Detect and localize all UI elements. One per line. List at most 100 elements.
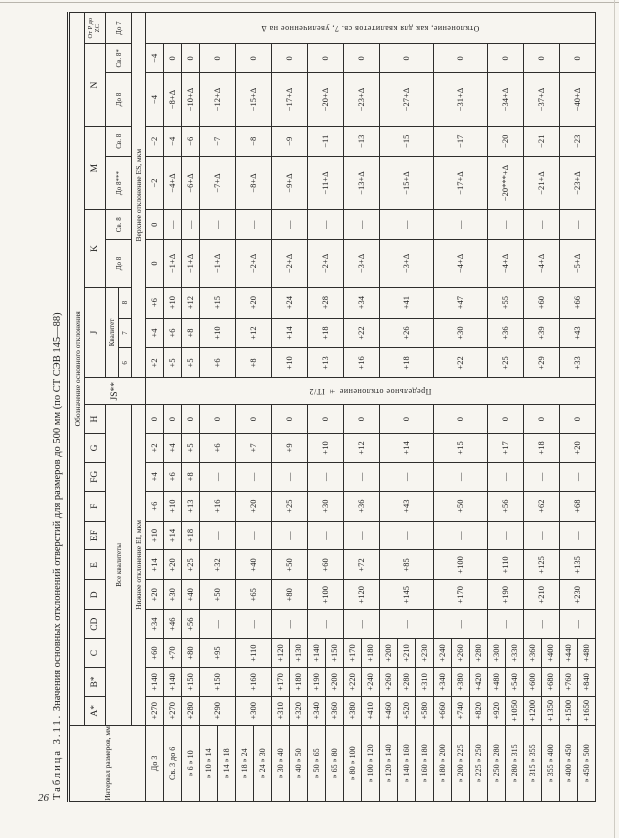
cell-k_sv8: — <box>199 209 236 240</box>
cell-h: 0 <box>379 404 434 434</box>
interval-cell: » 100 » 120 <box>361 725 380 802</box>
cell-k_do8: −2+Δ <box>271 239 308 288</box>
cell-n_sv8: 0 <box>523 43 560 73</box>
scan-edge <box>614 0 615 838</box>
table-body: До 3 +270 +140 +60 +34 +20 +14 +10 +6 +4 +2 0 Предел… <box>145 12 596 802</box>
cell-fg: — <box>523 462 560 492</box>
header-interval: Интервал размеров, мм <box>68 725 146 802</box>
cell-b: +160 <box>235 667 272 697</box>
cell-j7: +12 <box>235 318 272 348</box>
header-letter-ef: EF <box>84 521 106 550</box>
cell-h: 0 <box>199 404 236 434</box>
cell-j6: +8 <box>235 347 272 378</box>
cell-e: +135 <box>559 549 596 580</box>
cell-m_sv8: −23 <box>559 126 596 157</box>
cell-fg: — <box>271 462 308 492</box>
cell-h: 0 <box>343 404 380 434</box>
header-designation: Обозначение основного отклонения <box>68 12 85 726</box>
header-letter-b: B* <box>84 667 106 697</box>
cell-n_do8: −37+Δ <box>523 72 560 127</box>
table-row: До 3 +270 +140 +60 +34 +20 +14 +10 +6 +4 +2 0 Предел… <box>145 12 596 802</box>
cell-c: +360 <box>523 638 542 668</box>
cell-k_sv8: — <box>163 209 182 240</box>
cell-ef: — <box>307 521 344 550</box>
cell-g: +9 <box>271 433 308 463</box>
cell-m_sv8: −13 <box>343 126 380 157</box>
cell-d: +120 <box>343 579 380 610</box>
cell-m_do8: −9+Δ <box>271 156 308 210</box>
cell-g: +20 <box>559 433 596 463</box>
cell-a: +460 <box>379 696 398 726</box>
cell-d: +20 <box>145 579 164 610</box>
cell-f: +68 <box>559 491 596 522</box>
cell-d: +80 <box>271 579 308 610</box>
cell-c: +140 <box>307 638 326 668</box>
cell-m_do8: −13+Δ <box>343 156 380 210</box>
header-letter-e: E <box>84 549 106 580</box>
interval-cell: Св. 3 до 6 <box>163 725 182 802</box>
cell-n_do8: −15+Δ <box>235 72 272 127</box>
cell-j8: +60 <box>523 287 560 319</box>
cell-fg: — <box>343 462 380 492</box>
cell-k_sv8: — <box>523 209 560 240</box>
cell-b: +480 <box>487 667 506 697</box>
cell-d: +50 <box>199 579 236 610</box>
cell-a: +310 <box>271 696 290 726</box>
cell-fg: — <box>433 462 488 492</box>
pzc-note-text: Отклонение, как для квалитетов св. 7, ув… <box>261 24 480 34</box>
cell-n_sv8: −4 <box>145 43 164 73</box>
cell-b: +540 <box>505 667 524 697</box>
cell-j6: +22 <box>433 347 488 378</box>
table-row: » 18 » 24 +300 +160 +110— +65 +40— +20— +7 0 +8 +1… <box>235 13 272 802</box>
cell-fg: +8 <box>181 462 200 492</box>
cell-j8: +15 <box>199 287 236 319</box>
header-pzc-do7: До 7 <box>105 12 132 44</box>
cell-h: 0 <box>523 404 560 434</box>
cell-b: +380 <box>451 667 470 697</box>
cell-c: +400 <box>541 638 560 668</box>
cell-b: +310 <box>415 667 434 697</box>
cell-g: +15 <box>433 433 488 463</box>
cell-h: 0 <box>271 404 308 434</box>
cell-d: +100 <box>307 579 344 610</box>
cell-a: +740 <box>451 696 470 726</box>
interval-cell: » 280 » 315 <box>505 725 524 802</box>
cell-n_sv8: 0 <box>271 43 308 73</box>
cell-a: +1050 <box>505 696 524 726</box>
header-all-grades: Все квалитеты <box>105 404 132 726</box>
cell-d: +40 <box>181 579 200 610</box>
cell-g: +5 <box>181 433 200 463</box>
cell-c: +70 <box>163 638 182 668</box>
cell-j6: +13 <box>307 347 344 378</box>
table-title: Таблица 3.11. Значения основных отклонен… <box>52 12 63 800</box>
cell-m_sv8: −9 <box>271 126 308 157</box>
cell-n_do8: −8+Δ <box>163 72 182 127</box>
cell-fg: — <box>559 462 596 492</box>
header-letter-fg: FG <box>84 462 106 492</box>
cell-m_sv8: −2 <box>145 126 164 157</box>
cell-e: +100 <box>433 549 488 580</box>
cell-fg: — <box>487 462 524 492</box>
cell-n_sv8: 0 <box>163 43 182 73</box>
table-row: Св. 3 до 6 +270 +140 +70 +46 +30 +20 +14 +10 +6 +4… <box>163 13 182 802</box>
cell-fg: — <box>307 462 344 492</box>
cell-cd: — <box>523 609 560 639</box>
table-row: » 315 » 355 +1200 +600 +360— +210 +125— +62— +1… <box>523 13 560 802</box>
cell-b: +760 <box>559 667 578 697</box>
cell-j6: +2 <box>145 347 164 378</box>
cell-a: +820 <box>469 696 488 726</box>
cell-m_do8: −15+Δ <box>379 156 434 210</box>
cell-h: 0 <box>163 404 182 434</box>
cell-a: +1200 <box>523 696 542 726</box>
cell-n_sv8: 0 <box>487 43 524 73</box>
cell-g: +4 <box>163 433 182 463</box>
cell-f: +16 <box>199 491 236 522</box>
table-row: » 400 » 450 +1500 +760 +440— +230 +135— +68— +2… <box>559 13 596 802</box>
cell-h: 0 <box>181 404 200 434</box>
cell-j8: +34 <box>343 287 380 319</box>
cell-f: +20 <box>235 491 272 522</box>
cell-a: +270 <box>145 696 164 726</box>
cell-e: +25 <box>181 549 200 580</box>
cell-a: +380 <box>343 696 362 726</box>
header-grade-6: 6 <box>118 347 132 378</box>
